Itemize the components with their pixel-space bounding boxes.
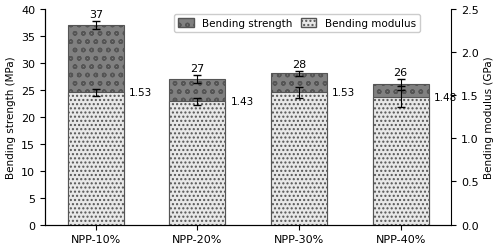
- Y-axis label: Bending modulus (GPa): Bending modulus (GPa): [484, 56, 494, 178]
- Bar: [170, 102, 226, 225]
- Bar: [372, 85, 428, 225]
- Text: 1.53: 1.53: [129, 88, 152, 98]
- Legend: Bending strength, Bending modulus: Bending strength, Bending modulus: [174, 15, 420, 33]
- Text: 37: 37: [88, 10, 103, 20]
- Bar: [170, 80, 226, 225]
- Text: 28: 28: [292, 59, 306, 69]
- Text: 1.53: 1.53: [332, 88, 355, 98]
- Text: 1.43: 1.43: [230, 97, 254, 107]
- Bar: [271, 93, 327, 225]
- Bar: [68, 93, 124, 225]
- Text: 27: 27: [190, 64, 204, 74]
- Y-axis label: Bending strength (MPa): Bending strength (MPa): [6, 56, 16, 178]
- Bar: [271, 74, 327, 225]
- Bar: [68, 26, 124, 225]
- Bar: [372, 97, 428, 225]
- Text: 26: 26: [394, 68, 407, 77]
- Text: 1.48: 1.48: [434, 92, 457, 102]
